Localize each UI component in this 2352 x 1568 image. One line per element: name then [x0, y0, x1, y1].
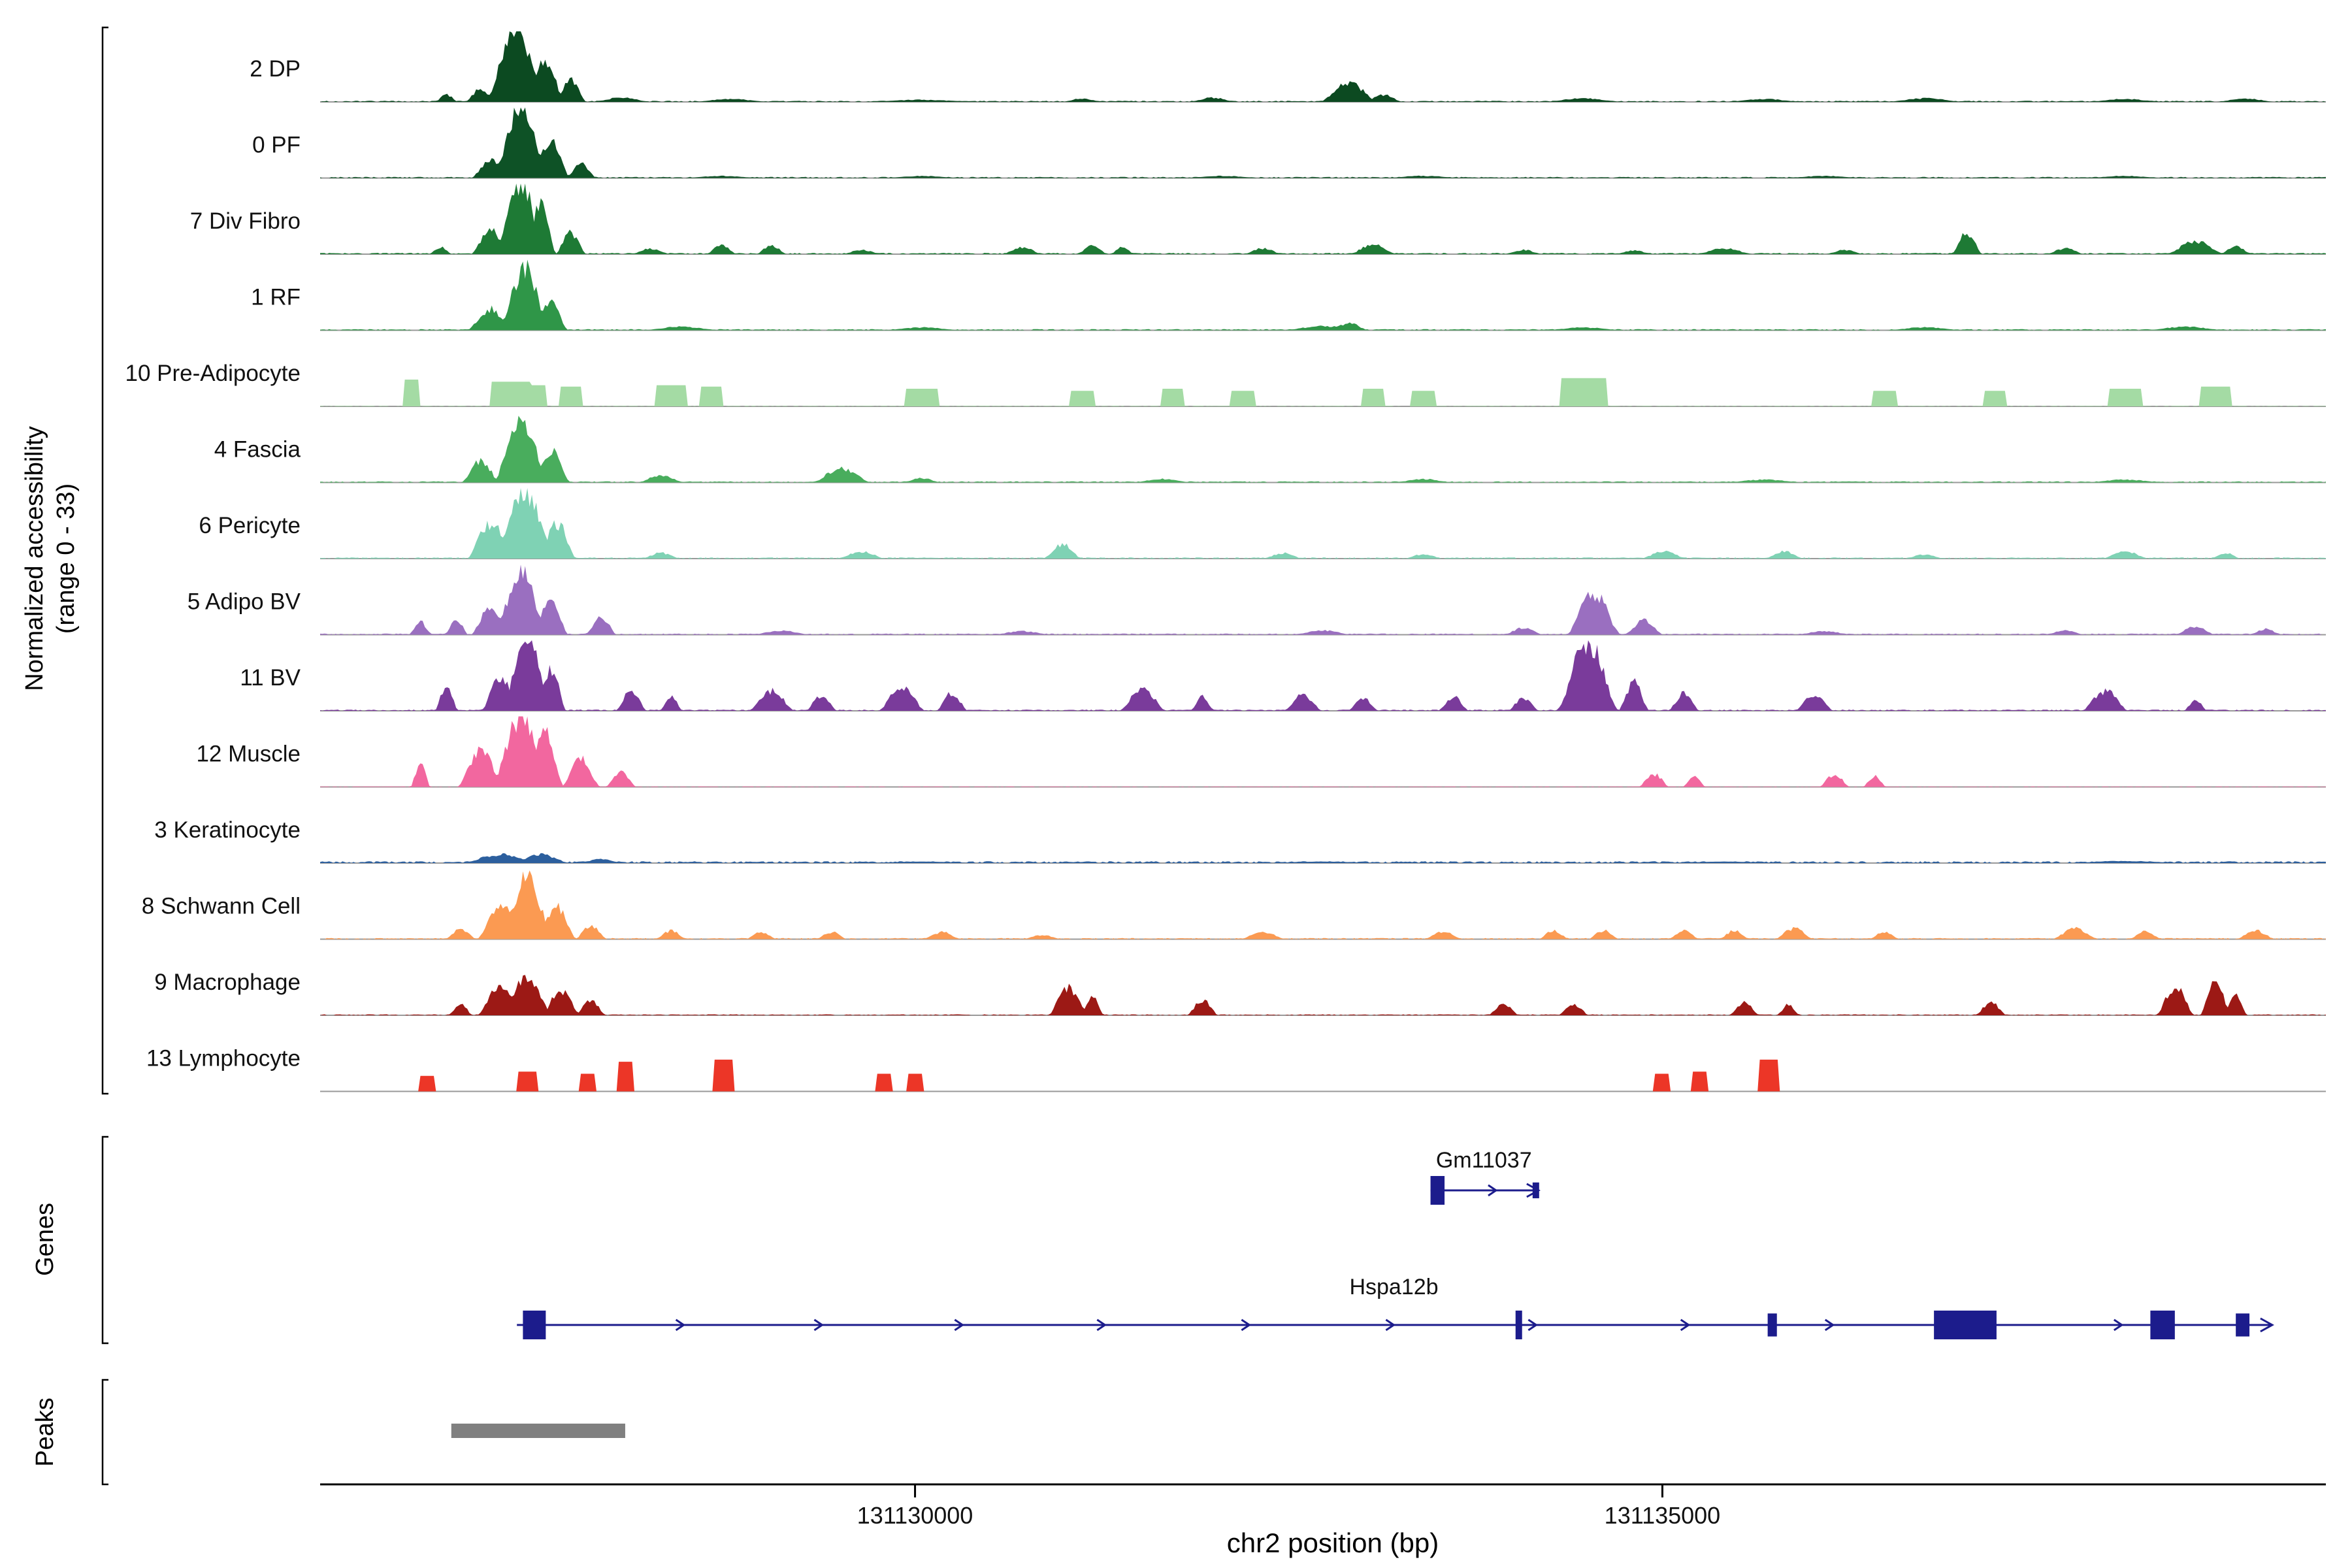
- track-label-1-RF: 1 RF: [251, 285, 301, 310]
- gene-label-Gm11037: Gm11037: [1436, 1148, 1532, 1173]
- y-axis-label-line1: Normalized accessibility: [21, 426, 48, 691]
- gene-exon: [2236, 1313, 2250, 1337]
- track-label-9-Macrophage: 9 Macrophage: [154, 970, 301, 995]
- peaks-section-label: Peaks: [31, 1397, 59, 1467]
- bracket-tracks: [101, 26, 108, 1095]
- y-axis-label-line2: (range 0 - 33): [52, 483, 80, 634]
- track-row-7-Div-Fibro: 7 Div Fibro: [190, 184, 2326, 255]
- gene-strand-arrowhead: [2260, 1317, 2274, 1333]
- track-row-2-DP: 2 DP: [250, 31, 2326, 103]
- gene-direction-chevron: [1096, 1318, 1107, 1331]
- track-signal-7-Div-Fibro: [320, 184, 2326, 254]
- bracket-peaks: [101, 1379, 108, 1486]
- track-signal-13-Lymphocyte: [320, 1059, 2326, 1092]
- track-label-3-Keratinocyte: 3 Keratinocyte: [154, 817, 301, 843]
- gene-direction-chevron: [813, 1318, 825, 1331]
- track-signal-1-RF: [320, 259, 2326, 331]
- gene-exon: [1767, 1313, 1777, 1337]
- track-signal-9-Macrophage: [320, 975, 2326, 1015]
- track-signal-12-Muscle: [320, 716, 2326, 787]
- gene-direction-chevron: [1241, 1318, 1252, 1331]
- gene-Gm11037: Gm11037: [1430, 1148, 1541, 1205]
- gene-direction-chevron: [1680, 1318, 1691, 1331]
- track-row-10-Pre-Adipocyte: 10 Pre-Adipocyte: [125, 361, 2326, 407]
- track-label-6-Pericyte: 6 Pericyte: [199, 513, 301, 538]
- gene-exon: [1532, 1182, 1539, 1199]
- track-label-4-Fascia: 4 Fascia: [214, 437, 301, 463]
- x-axis-tick-label: 131135000: [1605, 1502, 1721, 1529]
- track-signal-2-DP: [320, 31, 2326, 102]
- track-label-10-Pre-Adipocyte: 10 Pre-Adipocyte: [125, 361, 301, 386]
- track-label-2-DP: 2 DP: [250, 56, 301, 82]
- gene-exon: [1934, 1311, 1997, 1339]
- track-signal-8-Schwann-Cell: [320, 870, 2326, 939]
- track-label-12-Muscle: 12 Muscle: [196, 742, 301, 767]
- track-label-0-PF: 0 PF: [252, 133, 301, 158]
- gene-exon: [1515, 1311, 1522, 1339]
- track-row-11-BV: 11 BV: [240, 640, 2326, 711]
- gene-exon: [523, 1311, 546, 1339]
- track-row-8-Schwann-Cell: 8 Schwann Cell: [142, 870, 2326, 940]
- gene-direction-chevron: [2113, 1318, 2124, 1331]
- track-row-3-Keratinocyte: 3 Keratinocyte: [154, 817, 2326, 864]
- track-signal-0-PF: [320, 107, 2326, 178]
- track-signal-3-Keratinocyte: [320, 853, 2326, 863]
- x-axis-tick-label: 131130000: [857, 1502, 973, 1529]
- track-row-6-Pericyte: 6 Pericyte: [199, 488, 2326, 559]
- gene-direction-chevron: [1824, 1318, 1835, 1331]
- x-axis-title: chr2 position (bp): [1226, 1527, 1439, 1558]
- gene-exon: [2150, 1311, 2175, 1339]
- bracket-genes: [101, 1135, 108, 1345]
- track-label-8-Schwann-Cell: 8 Schwann Cell: [142, 894, 301, 919]
- gene-label-Hspa12b: Hspa12b: [1349, 1275, 1438, 1299]
- track-label-5-Adipo-BV: 5 Adipo BV: [188, 589, 301, 615]
- tracks-group: 2 DP 0 PF 7 Div Fibro 1 RF 10 Pre-Adipocyte 4…: [125, 31, 2326, 1092]
- track-signal-5-Adipo-BV: [320, 564, 2326, 635]
- gene-exon: [1430, 1176, 1445, 1205]
- peak-region-bar: [451, 1424, 625, 1438]
- track-signal-6-Pericyte: [320, 488, 2326, 559]
- track-row-4-Fascia: 4 Fascia: [214, 416, 2326, 483]
- gene-direction-chevron: [954, 1318, 965, 1331]
- genes-group: Gm11037 Hspa12b: [517, 1148, 2274, 1339]
- track-row-0-PF: 0 PF: [252, 107, 2326, 179]
- gene-direction-chevron: [1488, 1184, 1498, 1197]
- y-axis-label: Normalized accessibility (range 0 - 33): [19, 265, 84, 853]
- track-row-13-Lymphocyte: 13 Lymphocyte: [146, 1046, 2326, 1092]
- gene-direction-chevron: [1385, 1318, 1396, 1331]
- track-row-9-Macrophage: 9 Macrophage: [154, 970, 2326, 1016]
- genes-section-label: Genes: [31, 1203, 59, 1276]
- gene-Hspa12b: Hspa12b: [517, 1275, 2274, 1339]
- peaks-group: [451, 1424, 625, 1438]
- x-axis-group: 131130000 131135000: [320, 1483, 2326, 1529]
- track-row-1-RF: 1 RF: [251, 259, 2326, 331]
- track-label-13-Lymphocyte: 13 Lymphocyte: [146, 1046, 301, 1071]
- track-signal-10-Pre-Adipocyte: [320, 378, 2326, 406]
- track-row-12-Muscle: 12 Muscle: [196, 716, 2326, 788]
- gene-direction-chevron: [1527, 1318, 1539, 1331]
- section-brackets: [101, 26, 108, 1486]
- track-label-11-BV: 11 BV: [240, 665, 301, 691]
- track-row-5-Adipo-BV: 5 Adipo BV: [188, 564, 2326, 636]
- track-signal-11-BV: [320, 640, 2326, 711]
- gene-direction-chevron: [675, 1318, 686, 1331]
- track-label-7-Div-Fibro: 7 Div Fibro: [190, 208, 301, 234]
- track-signal-4-Fascia: [320, 416, 2326, 483]
